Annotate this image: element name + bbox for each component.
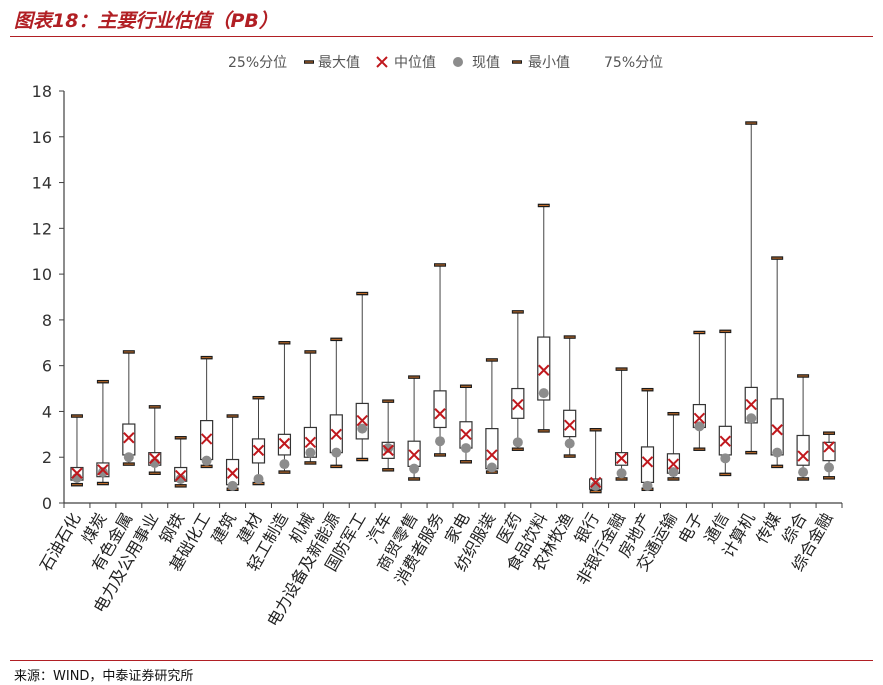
median-marker (823, 441, 835, 453)
median-marker (330, 428, 343, 441)
current-value-dot (253, 473, 264, 484)
median-marker (667, 458, 680, 470)
current-value-dot (538, 388, 549, 399)
current-value-dot (746, 413, 757, 424)
current-value-dot (642, 480, 653, 491)
legend-marker-x (376, 56, 388, 68)
median-marker (615, 452, 628, 465)
current-value-dot (720, 453, 731, 464)
current-value-dot (668, 467, 679, 478)
legend-label: 现值 (472, 55, 500, 71)
legend-marker-circle (453, 57, 463, 67)
legend-label: 最大值 (318, 55, 360, 71)
median-marker (460, 428, 472, 441)
current-value-dot (486, 462, 497, 473)
iqr-box (822, 441, 836, 462)
category-label: 传媒 (752, 510, 784, 547)
median-marker (693, 412, 706, 425)
median-marker (252, 444, 265, 457)
iqr-box (122, 423, 136, 456)
median-marker (278, 437, 291, 450)
current-value-dot (798, 467, 809, 478)
median-marker (408, 449, 420, 461)
median-marker (149, 452, 161, 465)
median-marker (71, 467, 83, 479)
y-tick-label: 4 (42, 402, 52, 421)
current-value-dot (383, 443, 394, 454)
title-divider (10, 36, 873, 37)
current-value-dot (409, 463, 420, 474)
median-marker (304, 436, 317, 449)
median-marker (97, 464, 109, 476)
median-marker (589, 476, 602, 489)
median-marker (356, 414, 368, 427)
y-tick-label: 2 (42, 448, 52, 467)
current-value-dot (175, 473, 186, 484)
y-tick-label: 8 (42, 311, 52, 330)
iqr-box (433, 390, 447, 429)
category-label: 石油石化 (36, 510, 84, 575)
y-tick-label: 12 (32, 219, 52, 238)
y-tick-label: 6 (42, 357, 52, 376)
legend-label: 75%分位 (604, 55, 663, 71)
median-marker (563, 419, 576, 431)
current-value-dot (772, 447, 783, 458)
median-marker (486, 449, 498, 461)
median-marker (434, 408, 446, 420)
current-value-dot (460, 443, 471, 454)
current-value-dot (201, 455, 212, 466)
median-marker (719, 435, 732, 447)
y-tick-label: 16 (32, 128, 52, 147)
current-value-dot (694, 421, 705, 432)
median-marker (512, 398, 524, 411)
figure-title: 图表18：主要行业估值（PB） (14, 10, 278, 32)
iqr-box (537, 336, 551, 401)
current-value-dot (357, 423, 368, 434)
current-value-dot (305, 447, 316, 458)
current-value-dot (564, 438, 575, 449)
category-label: 电子 (674, 510, 706, 547)
current-value-dot (616, 468, 627, 479)
current-value-dot (590, 480, 601, 491)
median-marker (200, 433, 213, 445)
current-value-dot (512, 437, 523, 448)
footer-divider (10, 660, 873, 661)
median-marker (226, 467, 239, 479)
current-value-dot (824, 462, 835, 473)
median-marker (538, 364, 550, 376)
median-marker (771, 424, 783, 436)
current-value-dot (97, 467, 108, 478)
median-marker (174, 469, 187, 482)
y-tick-label: 14 (32, 174, 52, 193)
legend-label: 最小值 (528, 55, 570, 71)
current-value-dot (435, 436, 446, 447)
y-tick-label: 0 (42, 494, 52, 513)
current-value-dot (279, 459, 290, 470)
figure-header: 图表18：主要行业估值（PB） (0, 0, 883, 42)
pb-boxplot-chart: 0 2 4 6 8 10 12 14 16 18 25%分位 最大值 中位值 现值 最小值 75%分位石油石化… (32, 55, 843, 630)
y-tick-label: 10 (32, 265, 52, 284)
median-marker (797, 450, 809, 462)
source-note: 来源：WIND，中泰证券研究所 (14, 669, 194, 684)
iqr-box (563, 409, 577, 438)
median-marker (382, 444, 394, 457)
current-value-dot (227, 480, 238, 491)
current-value-dot (331, 447, 342, 458)
y-tick-label: 18 (32, 82, 52, 101)
median-marker (123, 432, 135, 444)
median-marker (745, 398, 757, 411)
category-label: 建筑 (208, 510, 240, 547)
current-value-dot (123, 452, 134, 463)
legend-label: 25%分位 (228, 55, 287, 71)
median-marker (641, 456, 654, 468)
legend-label: 中位值 (394, 55, 436, 71)
